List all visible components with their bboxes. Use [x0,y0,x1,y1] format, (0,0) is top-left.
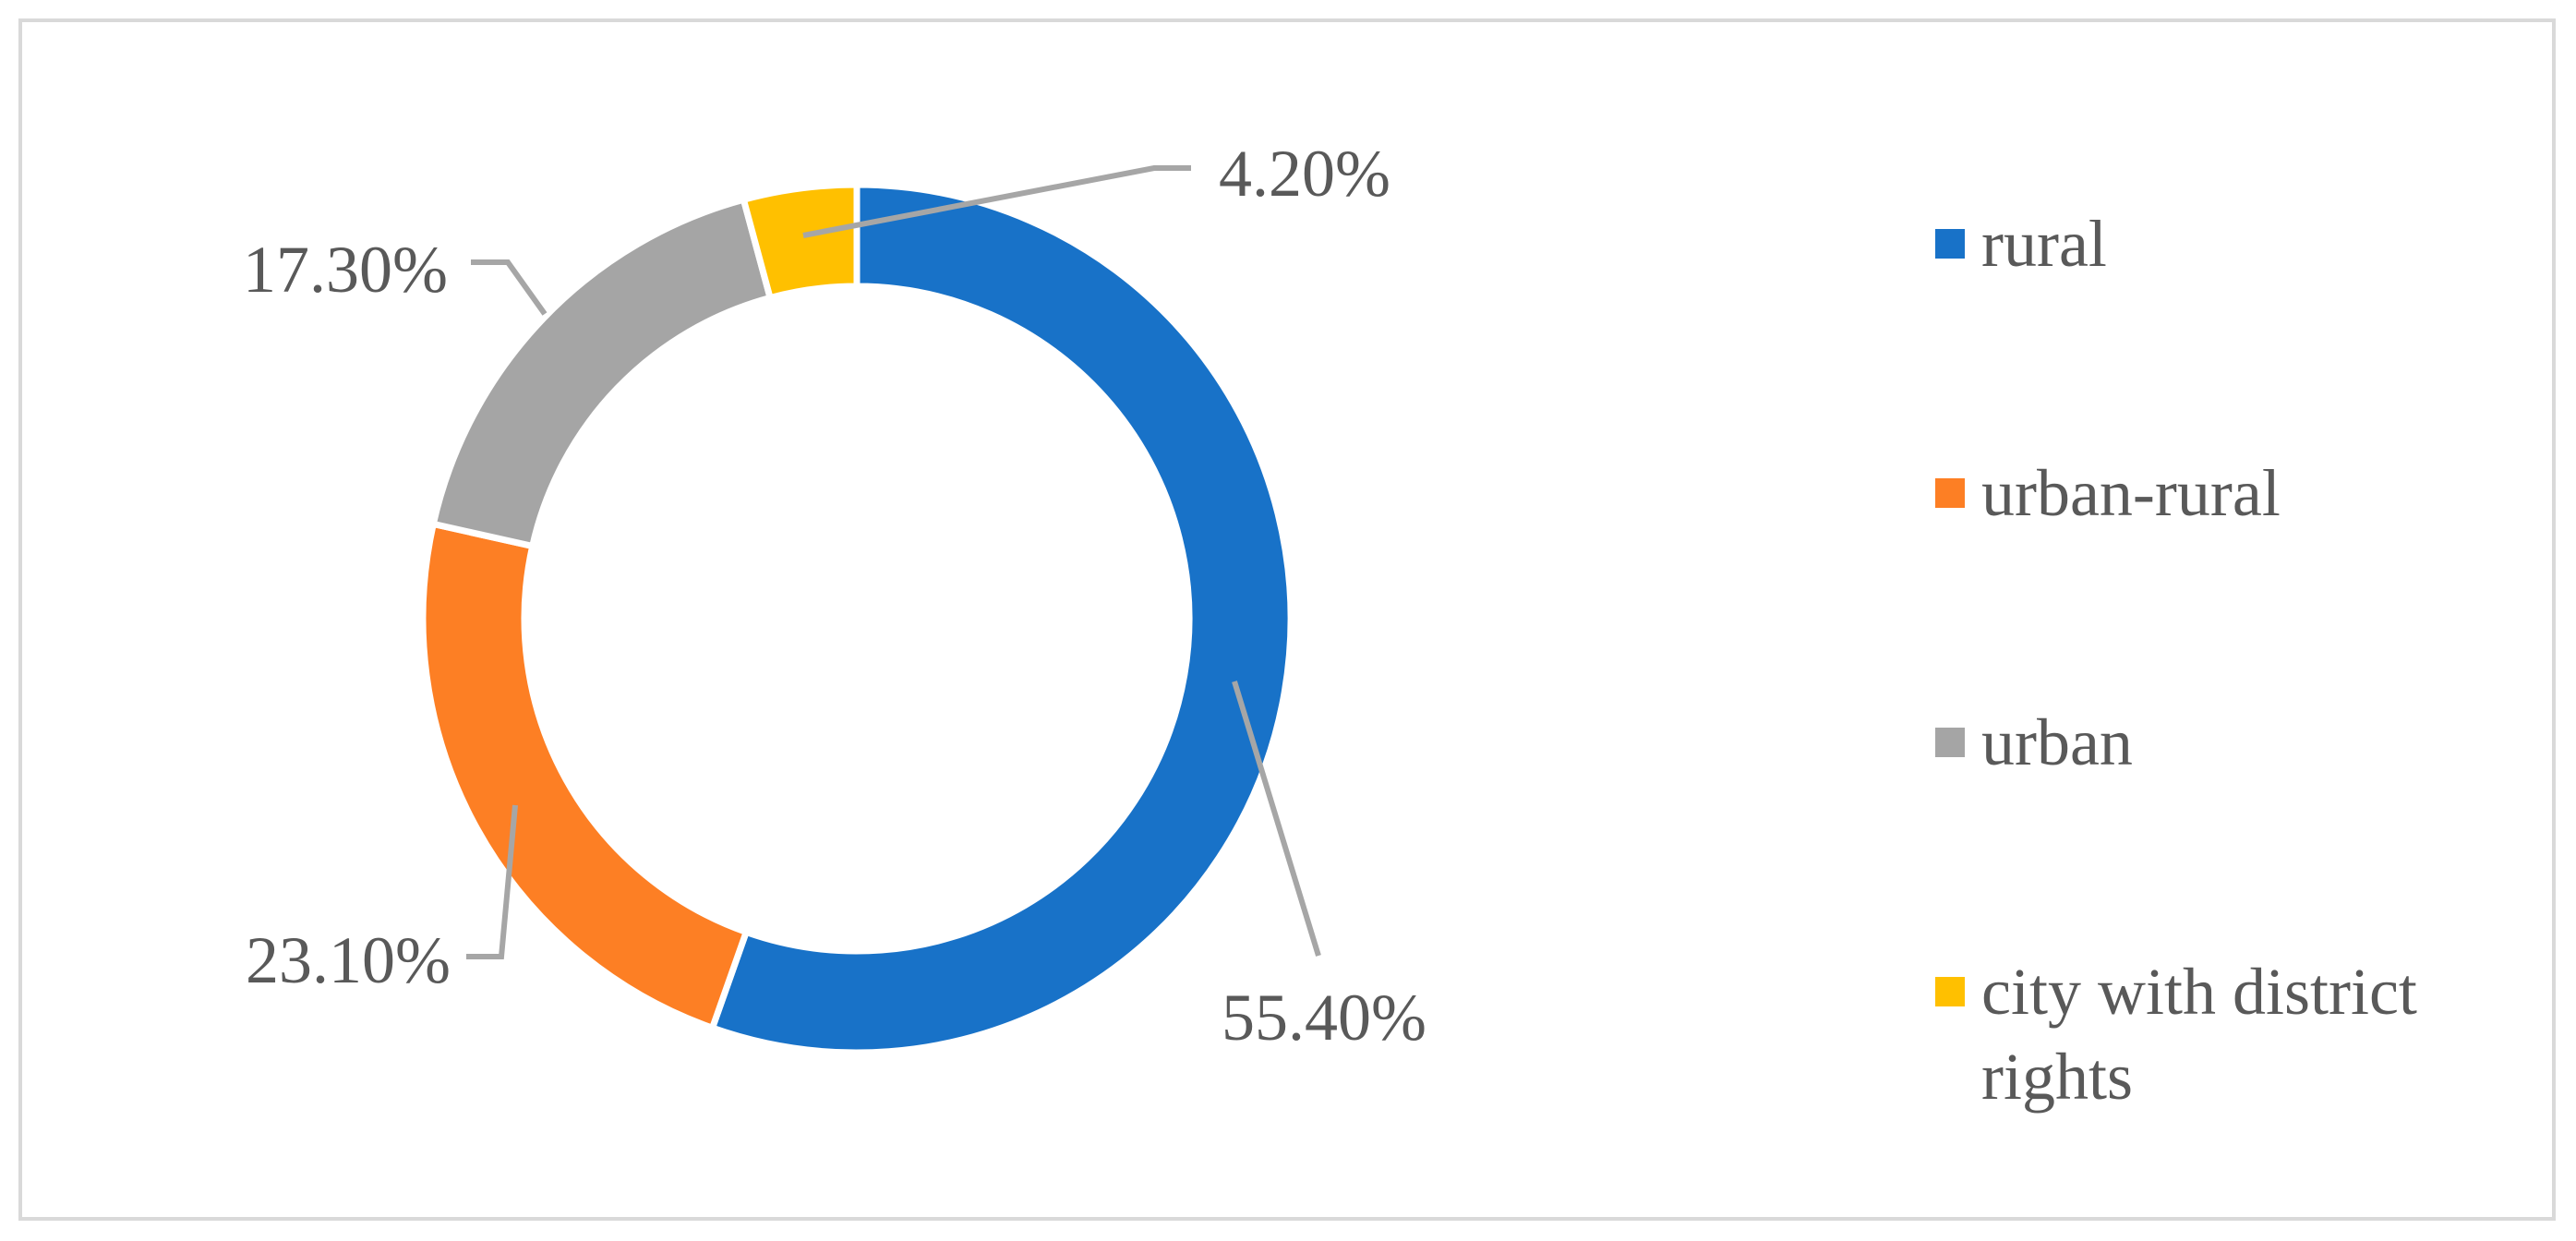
legend-item-rural: rural [1935,201,2508,286]
legend-label-rural: rural [1981,207,2107,281]
legend-swatch-urban [1935,728,1965,757]
legend-item-urban: urban [1935,700,2508,785]
data-label-city-with-district-rights: 4.20% [1219,137,1390,211]
data-label-urban: 17.30% [243,233,448,307]
data-label-rural: 55.40% [1222,981,1426,1054]
donut-slice-urban [429,195,775,550]
legend-item-urban-rural: urban-rural [1935,451,2508,536]
legend-label-urban: urban [1981,705,2133,779]
leader-line-urban [471,259,548,316]
legend-swatch-city-with-district-rights [1935,977,1965,1006]
legend-item-city-with-district-rights: city with district rights [1935,949,2508,1119]
donut-slice-urban-rural [419,520,751,1032]
legend-label-city-with-district-rights: city with district rights [1981,955,2417,1114]
donut-slice-city-with-district-rights [740,181,861,302]
legend-swatch-rural [1935,229,1965,259]
donut-slices [419,181,1294,1056]
leader-lines [466,165,1321,959]
legend-swatch-urban-rural [1935,478,1965,508]
leader-line-urban-rural [466,804,518,959]
data-label-urban-rural: 23.10% [246,923,451,997]
donut-slice-rural [708,181,1294,1056]
legend-label-urban-rural: urban-rural [1981,456,2281,530]
data-labels: 55.40% 23.10% 17.30% 4.20% [243,137,1426,1054]
leader-line-rural [1232,681,1321,957]
leader-line-city-with-district-rights [802,165,1191,238]
